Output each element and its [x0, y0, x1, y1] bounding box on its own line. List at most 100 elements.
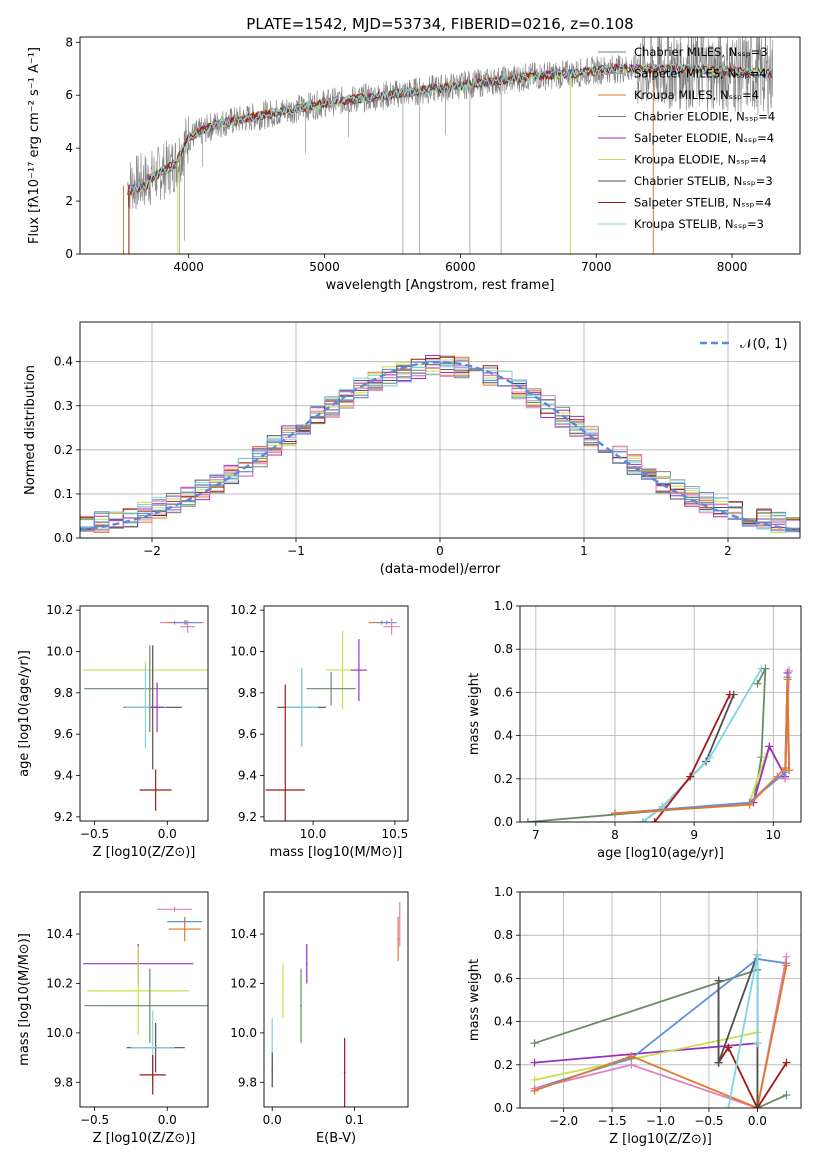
errorbar-area [82, 906, 208, 1095]
y-tick-label: 1.0 [494, 599, 513, 613]
axes-frame [519, 891, 802, 1109]
weight-marker [686, 772, 695, 781]
spectrum-plot-area [122, 37, 773, 254]
y-axis-label: Normed distribution [23, 365, 38, 495]
weight-marker [753, 1039, 762, 1048]
weight-marker [627, 1052, 636, 1061]
panel-weight-vs-z: −2.0 −1.5 −1.0 −0.5 0.0 0.0 0.2 0.4 0.6 0.8 1.0 Z [… [467, 885, 802, 1147]
x-tick-label: 10.0 [300, 827, 327, 841]
y-tick-label: 10.2 [46, 603, 73, 617]
weight-marker [724, 1104, 733, 1108]
y-tick-label: 9.8 [54, 1075, 73, 1089]
panel-residuals: −2 −1 0 1 2 0.0 0.1 0.2 0.3 0.4 (data-model)/error… [23, 321, 801, 577]
y-tick-label: 0.0 [494, 815, 513, 829]
x-tick-label: −0.5 [80, 827, 109, 841]
y-tick-label: 0.1 [54, 487, 73, 501]
panel-mass-vs-z: −0.5 0.0 9.8 10.0 10.2 10.4 Z [log10(Z/Z⊙)] mas… [17, 891, 209, 1146]
errorbar-area [265, 618, 400, 821]
y-tick-label: 0.0 [54, 531, 73, 545]
x-tick-label: 10.5 [382, 827, 409, 841]
panel-mass-vs-ebv: 0.0 0.1 9.8 10.0 10.2 10.4 E(B-V) [230, 891, 409, 1146]
x-tick-label: −1 [287, 544, 305, 558]
y-tick-label: 9.6 [238, 727, 257, 741]
x-axis-label: Z [log10(Z/Z⊙)] [609, 1132, 712, 1147]
y-tick-label: 0.0 [494, 1101, 513, 1115]
x-tick-label: 1 [580, 544, 588, 558]
weight-line-5 [534, 965, 788, 1108]
y-tick-label: 0.8 [494, 928, 513, 942]
weight-marker [530, 1086, 539, 1095]
y-tick-label: 10.4 [230, 927, 257, 941]
panel-age-vs-z: −0.5 0.0 9.2 9.4 9.6 9.8 10.0 10.2 Z [log10(Z/Z⊙… [17, 603, 209, 860]
y-tick-label: 1.0 [494, 885, 513, 899]
y-tick-label: 0.4 [494, 729, 513, 743]
y-tick-label: 10.0 [46, 644, 73, 658]
weight-line-7 [614, 677, 790, 815]
y-tick-label: 0.4 [54, 355, 73, 369]
x-axis-label: (data-model)/error [380, 562, 501, 577]
y-tick-label: 10.0 [230, 644, 257, 658]
weight-marker [530, 1075, 539, 1084]
axes-frame [263, 605, 409, 822]
weight-marker [782, 952, 791, 961]
weight-marker [785, 766, 794, 775]
figure-title: PLATE=1542, MJD=53734, FIBERID=0216, z=0… [246, 15, 633, 33]
x-axis-label: E(B-V) [316, 1131, 356, 1146]
model-line-8 [127, 62, 772, 195]
legend-label-8: Kroupa STELIB, Nₛₛₚ=3 [634, 217, 764, 231]
y-tick-label: 9.8 [238, 686, 257, 700]
y-tick-label: 4 [65, 141, 73, 155]
x-axis-label: wavelength [Angstrom, rest frame] [326, 278, 555, 293]
y-tick-label: 0 [65, 247, 73, 261]
y-tick-label: 10.0 [230, 1026, 257, 1040]
weight-line-7 [717, 954, 759, 1108]
weight-marker [610, 809, 619, 818]
weight-marker [530, 1039, 539, 1048]
x-tick-label: −0.5 [694, 1114, 723, 1128]
weight-marker [705, 753, 714, 762]
weight-marker [523, 818, 532, 822]
panel-age-vs-mass: 10.0 10.5 9.2 9.4 9.6 9.8 10.0 10.2 mass [log10(… [230, 603, 409, 860]
x-tick-label: 10 [766, 828, 781, 842]
axes-frame [79, 891, 209, 1108]
histogram-7 [80, 356, 800, 528]
weight-marker [638, 818, 647, 822]
y-tick-label: 0.8 [494, 642, 513, 656]
weight-marker [724, 1043, 733, 1052]
y-tick-label: 9.8 [54, 686, 73, 700]
y-axis-label: age [log10(age/yr)] [17, 650, 32, 777]
x-tick-label: 8 [611, 828, 619, 842]
legend-label-5: Kroupa ELODIE, Nₛₛₚ=4 [634, 153, 767, 167]
weight-marker [753, 1104, 762, 1108]
weight-line-8 [614, 679, 790, 815]
x-tick-label: 0 [436, 544, 444, 558]
weight-marker [745, 800, 754, 809]
weight-marker [714, 976, 723, 985]
weight-marker [785, 666, 794, 675]
axes-frame [79, 36, 801, 255]
line-area [523, 664, 794, 822]
legend-label-0: Chabrier MILES, Nₛₛₚ=3 [634, 45, 768, 59]
x-axis-label: mass [log10(M/M⊙)] [270, 845, 403, 860]
weight-marker [782, 1091, 791, 1100]
x-tick-label: 7000 [581, 260, 612, 274]
x-axis-label: Z [log10(Z/Z⊙)] [93, 845, 196, 860]
weight-marker [650, 818, 659, 822]
x-tick-label: 8000 [717, 260, 748, 274]
y-tick-label: 0.3 [54, 399, 73, 413]
x-tick-label: −2.0 [549, 1114, 578, 1128]
x-tick-label: 0.0 [748, 1114, 767, 1128]
legend: Chabrier MILES, Nₛₛₚ=3 Salpeter MILES, Nₛ… [598, 45, 775, 231]
y-tick-label: 9.2 [238, 810, 257, 824]
legend-label-1: Salpeter MILES, Nₛₛₚ=4 [634, 67, 767, 81]
weight-marker [627, 1060, 636, 1069]
x-axis-label: Z [log10(Z/Z⊙)] [93, 1131, 196, 1146]
histogram-10 [80, 360, 800, 533]
y-tick-label: 10.0 [46, 1026, 73, 1040]
gaussian-curve [80, 360, 800, 532]
y-tick-label: 6 [65, 88, 73, 102]
y-tick-label: 10.2 [46, 976, 73, 990]
axes-frame [263, 891, 409, 1108]
x-tick-label: −0.5 [80, 1113, 109, 1127]
